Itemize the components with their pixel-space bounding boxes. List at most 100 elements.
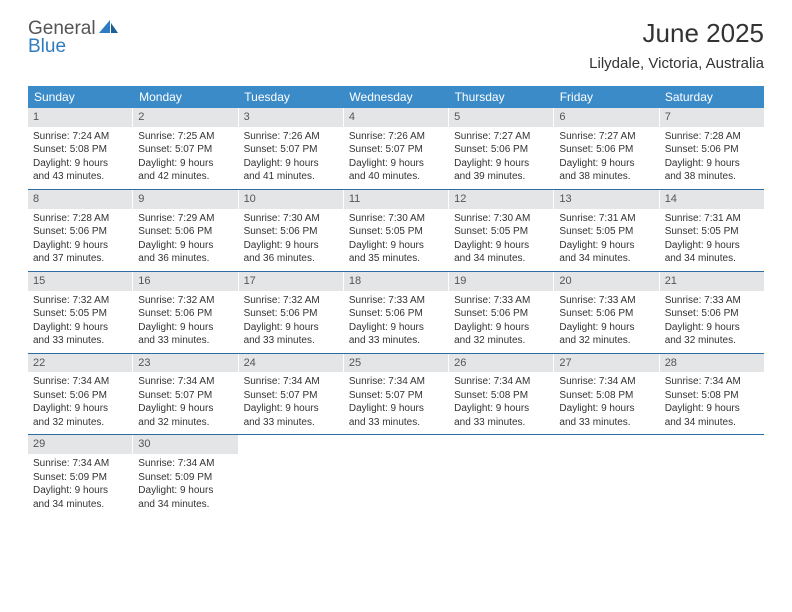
sunrise-text: Sunrise: 7:31 AM bbox=[559, 212, 653, 226]
day-number bbox=[449, 435, 553, 454]
day-cell: 15Sunrise: 7:32 AMSunset: 5:05 PMDayligh… bbox=[28, 272, 133, 353]
sunrise-text: Sunrise: 7:32 AM bbox=[138, 294, 232, 308]
day-number: 17 bbox=[239, 272, 343, 291]
day-body: Sunrise: 7:34 AMSunset: 5:09 PMDaylight:… bbox=[28, 454, 132, 516]
day-number: 12 bbox=[449, 190, 553, 209]
day-cell bbox=[344, 435, 449, 516]
day-cell: 23Sunrise: 7:34 AMSunset: 5:07 PMDayligh… bbox=[133, 354, 238, 435]
day-cell: 3Sunrise: 7:26 AMSunset: 5:07 PMDaylight… bbox=[239, 108, 344, 189]
day-cell: 27Sunrise: 7:34 AMSunset: 5:08 PMDayligh… bbox=[554, 354, 659, 435]
day-cell: 9Sunrise: 7:29 AMSunset: 5:06 PMDaylight… bbox=[133, 190, 238, 271]
sunset-text: Sunset: 5:08 PM bbox=[33, 143, 127, 157]
calendar: Sunday Monday Tuesday Wednesday Thursday… bbox=[28, 86, 764, 516]
daylight-line2: and 33 minutes. bbox=[454, 416, 548, 430]
day-number: 1 bbox=[28, 108, 132, 127]
dayname-sun: Sunday bbox=[28, 86, 133, 108]
day-cell: 22Sunrise: 7:34 AMSunset: 5:06 PMDayligh… bbox=[28, 354, 133, 435]
location: Lilydale, Victoria, Australia bbox=[589, 55, 764, 72]
daylight-line2: and 33 minutes. bbox=[33, 334, 127, 348]
daylight-line2: and 42 minutes. bbox=[138, 170, 232, 184]
day-cell bbox=[554, 435, 659, 516]
sunset-text: Sunset: 5:06 PM bbox=[138, 307, 232, 321]
daylight-line1: Daylight: 9 hours bbox=[454, 321, 548, 335]
day-body: Sunrise: 7:31 AMSunset: 5:05 PMDaylight:… bbox=[660, 209, 764, 271]
daylight-line2: and 38 minutes. bbox=[665, 170, 759, 184]
day-cell bbox=[239, 435, 344, 516]
daylight-line1: Daylight: 9 hours bbox=[665, 321, 759, 335]
day-body: Sunrise: 7:34 AMSunset: 5:06 PMDaylight:… bbox=[28, 372, 132, 434]
daylight-line1: Daylight: 9 hours bbox=[349, 157, 443, 171]
day-number: 13 bbox=[554, 190, 658, 209]
day-cell: 25Sunrise: 7:34 AMSunset: 5:07 PMDayligh… bbox=[344, 354, 449, 435]
daylight-line1: Daylight: 9 hours bbox=[454, 157, 548, 171]
sunrise-text: Sunrise: 7:34 AM bbox=[349, 375, 443, 389]
day-number: 27 bbox=[554, 354, 658, 373]
sunset-text: Sunset: 5:07 PM bbox=[244, 389, 338, 403]
daylight-line1: Daylight: 9 hours bbox=[33, 321, 127, 335]
daylight-line2: and 32 minutes. bbox=[665, 334, 759, 348]
daylight-line2: and 32 minutes. bbox=[454, 334, 548, 348]
day-body: Sunrise: 7:30 AMSunset: 5:05 PMDaylight:… bbox=[344, 209, 448, 271]
day-number: 7 bbox=[660, 108, 764, 127]
day-number: 28 bbox=[660, 354, 764, 373]
dayname-wed: Wednesday bbox=[343, 86, 448, 108]
day-cell: 7Sunrise: 7:28 AMSunset: 5:06 PMDaylight… bbox=[660, 108, 764, 189]
day-body: Sunrise: 7:27 AMSunset: 5:06 PMDaylight:… bbox=[449, 127, 553, 189]
sunrise-text: Sunrise: 7:27 AM bbox=[454, 130, 548, 144]
daylight-line1: Daylight: 9 hours bbox=[138, 402, 232, 416]
sunrise-text: Sunrise: 7:29 AM bbox=[138, 212, 232, 226]
sunrise-text: Sunrise: 7:33 AM bbox=[665, 294, 759, 308]
day-cell: 30Sunrise: 7:34 AMSunset: 5:09 PMDayligh… bbox=[133, 435, 238, 516]
day-body: Sunrise: 7:33 AMSunset: 5:06 PMDaylight:… bbox=[344, 291, 448, 353]
day-body: Sunrise: 7:34 AMSunset: 5:08 PMDaylight:… bbox=[660, 372, 764, 434]
sunrise-text: Sunrise: 7:34 AM bbox=[559, 375, 653, 389]
day-body: Sunrise: 7:33 AMSunset: 5:06 PMDaylight:… bbox=[449, 291, 553, 353]
daylight-line2: and 34 minutes. bbox=[665, 416, 759, 430]
sunrise-text: Sunrise: 7:33 AM bbox=[349, 294, 443, 308]
day-body: Sunrise: 7:34 AMSunset: 5:09 PMDaylight:… bbox=[133, 454, 237, 516]
day-number: 30 bbox=[133, 435, 237, 454]
daylight-line1: Daylight: 9 hours bbox=[33, 484, 127, 498]
sunset-text: Sunset: 5:07 PM bbox=[349, 389, 443, 403]
day-number: 21 bbox=[660, 272, 764, 291]
sunrise-text: Sunrise: 7:28 AM bbox=[33, 212, 127, 226]
day-body: Sunrise: 7:32 AMSunset: 5:06 PMDaylight:… bbox=[133, 291, 237, 353]
day-number: 2 bbox=[133, 108, 237, 127]
sunset-text: Sunset: 5:09 PM bbox=[33, 471, 127, 485]
header: General Blue June 2025 Lilydale, Victori… bbox=[0, 0, 792, 80]
daylight-line1: Daylight: 9 hours bbox=[454, 239, 548, 253]
daylight-line1: Daylight: 9 hours bbox=[559, 402, 653, 416]
sunset-text: Sunset: 5:08 PM bbox=[454, 389, 548, 403]
day-cell: 5Sunrise: 7:27 AMSunset: 5:06 PMDaylight… bbox=[449, 108, 554, 189]
day-body: Sunrise: 7:34 AMSunset: 5:07 PMDaylight:… bbox=[239, 372, 343, 434]
daylight-line2: and 33 minutes. bbox=[349, 416, 443, 430]
sunrise-text: Sunrise: 7:34 AM bbox=[665, 375, 759, 389]
day-number: 26 bbox=[449, 354, 553, 373]
weeks-container: 1Sunrise: 7:24 AMSunset: 5:08 PMDaylight… bbox=[28, 108, 764, 516]
day-number: 19 bbox=[449, 272, 553, 291]
daylight-line1: Daylight: 9 hours bbox=[138, 484, 232, 498]
day-number: 15 bbox=[28, 272, 132, 291]
day-number bbox=[239, 435, 343, 454]
day-number: 3 bbox=[239, 108, 343, 127]
day-body: Sunrise: 7:32 AMSunset: 5:06 PMDaylight:… bbox=[239, 291, 343, 353]
sunset-text: Sunset: 5:05 PM bbox=[559, 225, 653, 239]
day-cell: 4Sunrise: 7:26 AMSunset: 5:07 PMDaylight… bbox=[344, 108, 449, 189]
daylight-line1: Daylight: 9 hours bbox=[559, 321, 653, 335]
daylight-line1: Daylight: 9 hours bbox=[138, 239, 232, 253]
sunset-text: Sunset: 5:05 PM bbox=[454, 225, 548, 239]
day-number: 9 bbox=[133, 190, 237, 209]
daylight-line2: and 40 minutes. bbox=[349, 170, 443, 184]
day-cell: 20Sunrise: 7:33 AMSunset: 5:06 PMDayligh… bbox=[554, 272, 659, 353]
sunrise-text: Sunrise: 7:26 AM bbox=[349, 130, 443, 144]
dayname-mon: Monday bbox=[133, 86, 238, 108]
daylight-line2: and 36 minutes. bbox=[244, 252, 338, 266]
week-row: 15Sunrise: 7:32 AMSunset: 5:05 PMDayligh… bbox=[28, 272, 764, 354]
sunrise-text: Sunrise: 7:27 AM bbox=[559, 130, 653, 144]
daylight-line1: Daylight: 9 hours bbox=[665, 157, 759, 171]
sunset-text: Sunset: 5:06 PM bbox=[454, 143, 548, 157]
sunset-text: Sunset: 5:07 PM bbox=[138, 143, 232, 157]
daylight-line1: Daylight: 9 hours bbox=[349, 321, 443, 335]
day-cell: 13Sunrise: 7:31 AMSunset: 5:05 PMDayligh… bbox=[554, 190, 659, 271]
daylight-line2: and 33 minutes. bbox=[244, 334, 338, 348]
